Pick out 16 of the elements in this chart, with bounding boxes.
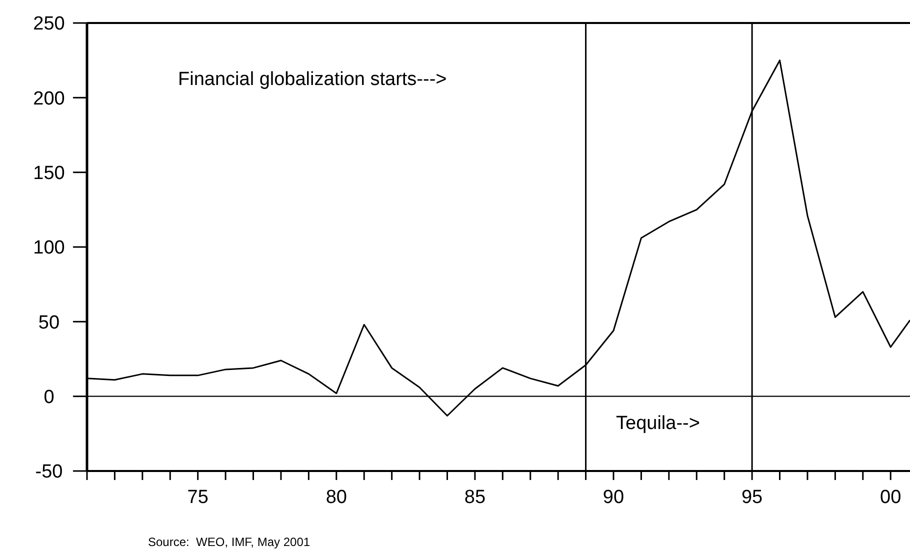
y-tick-label: 150	[33, 162, 65, 184]
x-tick-label: 00	[880, 487, 902, 508]
x-tick-label: 95	[741, 487, 763, 508]
y-tick-label: 0	[44, 386, 54, 408]
x-tick-label: 85	[464, 487, 486, 508]
source-note: Source: WEO, IMF, May 2001	[148, 535, 310, 549]
x-tick-label: 80	[326, 487, 347, 508]
y-tick-label: -50	[35, 462, 63, 483]
annotation: Financial globalization starts--->	[178, 69, 447, 90]
y-tick-label: 100	[33, 238, 65, 259]
y-tick-label: 250	[33, 14, 65, 35]
x-tick-label: 75	[187, 487, 208, 508]
x-tick-label: 90	[602, 487, 624, 508]
annotation: Tequila-->	[616, 413, 700, 434]
y-tick-label: 50	[38, 312, 60, 334]
y-tick-label: 200	[33, 88, 65, 110]
